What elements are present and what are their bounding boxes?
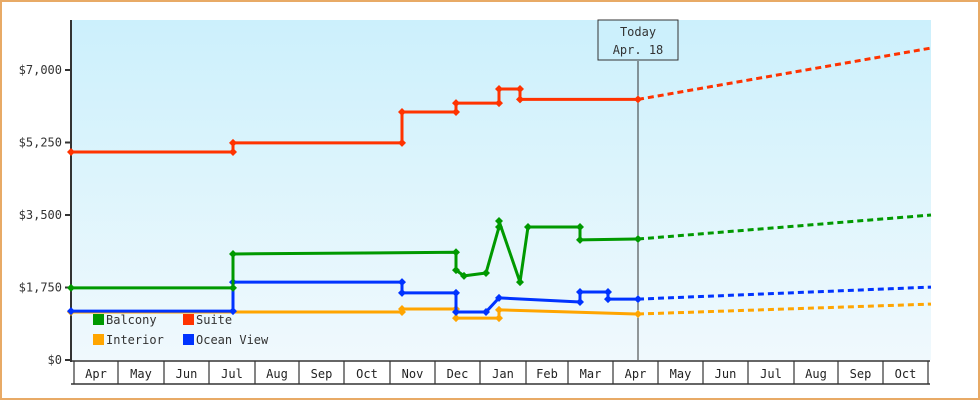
x-tick-label: May: [130, 367, 152, 381]
data-point[interactable]: [516, 85, 524, 94]
data-point[interactable]: [67, 283, 75, 292]
x-axis: Apr May Jun Jul Aug Sep Oct Nov Dec Jan Feb Mar Apr M…: [71, 360, 930, 385]
data-point[interactable]: [495, 223, 503, 232]
legend-swatch: [93, 334, 104, 345]
today-label: Today: [620, 25, 656, 39]
legend-label: Balcony: [106, 313, 157, 327]
data-point[interactable]: [482, 307, 490, 316]
data-point[interactable]: [229, 138, 237, 147]
data-point[interactable]: [495, 99, 503, 108]
x-tick-label: Mar: [580, 367, 602, 381]
series-balcony: [67, 213, 932, 292]
y-tick-label: $0: [48, 353, 62, 367]
data-point[interactable]: [398, 138, 406, 147]
data-point[interactable]: [452, 314, 460, 323]
y-tick-label: $5,250: [19, 136, 62, 150]
data-point[interactable]: [634, 235, 642, 244]
data-point[interactable]: [634, 295, 642, 304]
x-tick-label: Oct: [356, 367, 378, 381]
x-tick-label: Nov: [402, 367, 424, 381]
data-point[interactable]: [67, 307, 75, 316]
series-ocean-view: [67, 278, 932, 316]
data-point[interactable]: [452, 266, 460, 275]
today-date: Apr. 18: [613, 43, 664, 57]
data-point[interactable]: [460, 271, 468, 280]
data-point[interactable]: [229, 283, 237, 292]
data-point[interactable]: [495, 305, 503, 314]
data-point[interactable]: [452, 248, 460, 257]
today-marker: Today Apr. 18: [597, 19, 679, 360]
x-tick-label: Apr: [625, 367, 647, 381]
data-point[interactable]: [398, 305, 406, 314]
y-tick-label: $3,500: [19, 208, 62, 222]
series-suite: [67, 46, 932, 157]
plot-area: [72, 20, 931, 360]
x-tick-label: Aug: [805, 367, 827, 381]
legend-label: Suite: [196, 313, 232, 327]
data-point[interactable]: [452, 108, 460, 117]
series-lines: [67, 46, 932, 323]
legend-swatch: [183, 334, 194, 345]
data-point[interactable]: [495, 85, 503, 94]
x-tick-label: Jun: [176, 367, 198, 381]
x-tick-label: Jan: [492, 367, 514, 381]
data-point[interactable]: [67, 148, 75, 157]
data-point[interactable]: [495, 293, 503, 302]
y-tick-label: $1,750: [19, 281, 62, 295]
x-tick-label: Oct: [895, 367, 917, 381]
data-point[interactable]: [604, 288, 612, 297]
data-point[interactable]: [482, 269, 490, 277]
legend-swatch: [93, 314, 104, 325]
data-point[interactable]: [634, 310, 642, 319]
x-tick-label: Feb: [536, 367, 558, 381]
data-point[interactable]: [516, 278, 524, 287]
data-point[interactable]: [634, 95, 642, 104]
x-tick-label: Apr: [85, 367, 107, 381]
data-point[interactable]: [398, 108, 406, 117]
data-point[interactable]: [516, 95, 524, 104]
data-point[interactable]: [452, 288, 460, 297]
data-point[interactable]: [495, 314, 503, 323]
y-tick-label: $7,000: [19, 63, 62, 77]
x-tick-label: Aug: [266, 367, 288, 381]
x-tick-label: Jul: [760, 367, 782, 381]
x-tick-label: May: [670, 367, 692, 381]
data-point[interactable]: [229, 249, 237, 258]
legend-label: Interior: [106, 333, 164, 347]
data-point[interactable]: [524, 223, 532, 232]
legend-label: Ocean View: [196, 333, 269, 347]
data-point[interactable]: [398, 288, 406, 297]
data-point[interactable]: [576, 298, 584, 306]
y-axis: $0 $1,750 $3,500 $5,250 $7,000: [19, 20, 72, 367]
data-point[interactable]: [229, 148, 237, 157]
data-point[interactable]: [452, 99, 460, 108]
legend-swatch: [183, 314, 194, 325]
legend: Balcony Suite Interior Ocean View: [93, 313, 269, 347]
data-point[interactable]: [576, 235, 584, 244]
x-tick-label: Sep: [311, 367, 333, 381]
x-tick-label: Dec: [447, 367, 469, 381]
data-point[interactable]: [576, 223, 584, 232]
data-point[interactable]: [452, 307, 460, 316]
x-tick-label: Jun: [715, 367, 737, 381]
data-point[interactable]: [229, 307, 237, 316]
data-point[interactable]: [604, 295, 612, 304]
data-point[interactable]: [398, 278, 406, 287]
x-tick-label: Sep: [850, 367, 872, 381]
data-point[interactable]: [495, 217, 503, 226]
x-tick-label: Jul: [221, 367, 243, 381]
data-point[interactable]: [576, 288, 584, 297]
